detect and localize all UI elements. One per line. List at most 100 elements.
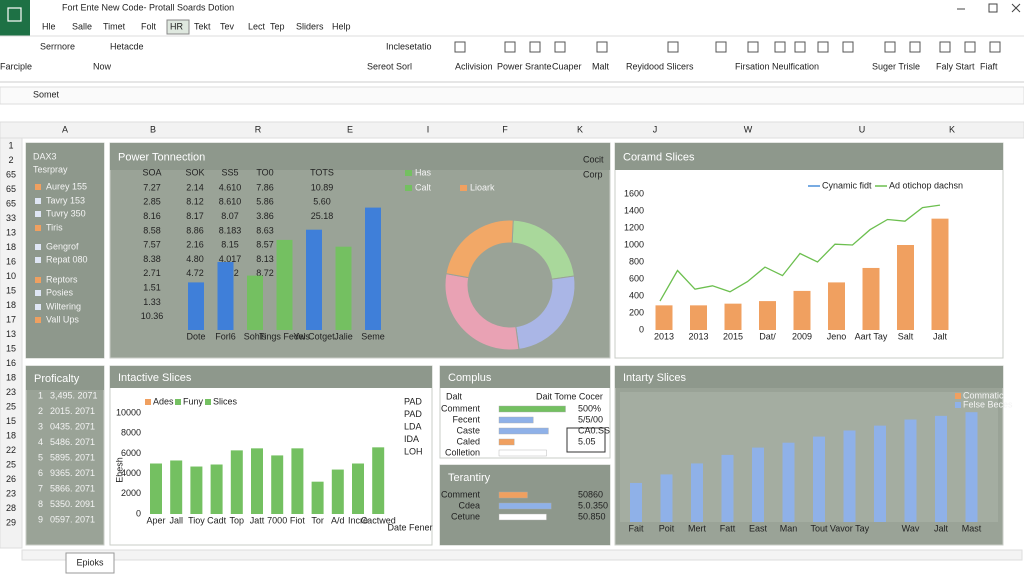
row-header[interactable]: 18	[6, 300, 16, 310]
ribbon-button[interactable]: Faly Start	[936, 61, 975, 71]
row-header[interactable]: 16	[6, 358, 16, 368]
menu-item[interactable]: Hle	[42, 21, 56, 31]
ribbon-icon[interactable]	[715, 41, 727, 53]
ribbon-icon[interactable]	[939, 41, 951, 53]
filter-checkbox[interactable]	[35, 211, 41, 217]
row-header[interactable]: 26	[6, 474, 16, 484]
filter-checkbox[interactable]	[35, 198, 41, 204]
ribbon-icon[interactable]	[909, 41, 921, 53]
ribbon-button[interactable]: Farciple	[0, 61, 32, 71]
row-header[interactable]: 10	[6, 271, 16, 281]
ribbon-icon[interactable]	[454, 41, 466, 53]
ribbon-label[interactable]: Inclesetatio	[386, 41, 432, 51]
scrollbar[interactable]	[21, 549, 1023, 561]
row-header[interactable]: 15	[6, 343, 16, 353]
filter-item[interactable]: Tavry 153	[46, 195, 85, 205]
ribbon-icon[interactable]	[504, 41, 516, 53]
filter-item[interactable]: Vall Ups	[46, 314, 79, 324]
menu-item[interactable]: Tev	[220, 21, 235, 31]
ribbon-icon[interactable]	[747, 41, 759, 53]
ribbon-icon[interactable]	[884, 41, 896, 53]
sheet-tab[interactable]	[65, 552, 115, 574]
ribbon-label[interactable]: Hetacde	[110, 41, 144, 51]
ribbon-button[interactable]: Sereot Sorl	[367, 61, 412, 71]
menu-item[interactable]: Folt	[141, 21, 157, 31]
row-header[interactable]: 1	[8, 140, 13, 150]
row-header[interactable]: 25	[6, 459, 16, 469]
filter-item[interactable]: Tiris	[46, 222, 63, 232]
row-header[interactable]: 28	[6, 503, 16, 513]
ribbon-button[interactable]: Suger Trisle	[872, 61, 920, 71]
row-header[interactable]: 65	[6, 169, 16, 179]
row-header[interactable]: 17	[6, 314, 16, 324]
ribbon-label[interactable]: Serrnore	[40, 41, 75, 51]
ribbon-icon[interactable]	[964, 41, 976, 53]
row-header[interactable]: 33	[6, 213, 16, 223]
filter-checkbox[interactable]	[35, 304, 41, 310]
row-header[interactable]: 13	[6, 227, 16, 237]
row-header[interactable]: 2	[8, 155, 13, 165]
filter-item[interactable]: Gengrof	[46, 241, 79, 251]
menu-item[interactable]: Lect	[248, 21, 266, 31]
menu-item[interactable]: Tekt	[194, 21, 211, 31]
ribbon-icon[interactable]	[842, 41, 854, 53]
filter-checkbox[interactable]	[35, 290, 41, 296]
menu-item[interactable]: Tep	[270, 21, 285, 31]
ribbon-button[interactable]: Cuaper	[552, 61, 582, 71]
ribbon-icon[interactable]	[667, 41, 679, 53]
column-header[interactable]: K	[577, 124, 583, 134]
filter-item[interactable]: Tuvry 350	[46, 208, 86, 218]
ribbon-icon[interactable]	[817, 41, 829, 53]
maximize-button[interactable]	[988, 3, 998, 13]
ribbon-icon[interactable]	[596, 41, 608, 53]
column-header[interactable]: R	[255, 124, 262, 134]
filter-item[interactable]: Reptors	[46, 274, 78, 284]
ribbon-icon[interactable]	[529, 41, 541, 53]
formula-bar[interactable]	[0, 86, 1024, 105]
row-header[interactable]: 13	[6, 329, 16, 339]
ribbon-icon[interactable]	[554, 41, 566, 53]
ribbon-button[interactable]: Fiaft	[980, 61, 998, 71]
filter-item[interactable]: Repat 080	[46, 254, 88, 264]
row-header[interactable]: 65	[6, 198, 16, 208]
ribbon-button[interactable]: Firsation Neulfication	[735, 61, 819, 71]
filter-item[interactable]: Posies	[46, 287, 74, 297]
row-header[interactable]: 22	[6, 445, 16, 455]
menu-item[interactable]: HR	[170, 21, 183, 31]
row-header[interactable]: 15	[6, 285, 16, 295]
column-header[interactable]: W	[744, 124, 753, 134]
ribbon-icon[interactable]	[774, 41, 786, 53]
column-header[interactable]: K	[949, 124, 955, 134]
ribbon-icon[interactable]	[989, 41, 1001, 53]
row-header[interactable]: 16	[6, 256, 16, 266]
column-header[interactable]: I	[427, 124, 430, 134]
app-icon[interactable]	[0, 0, 30, 36]
row-header[interactable]: 18	[6, 372, 16, 382]
menu-item[interactable]: Sliders	[296, 21, 324, 31]
ribbon-button[interactable]: Power Srante	[497, 61, 552, 71]
column-header[interactable]: E	[347, 124, 353, 134]
ribbon-button[interactable]: Now	[93, 61, 112, 71]
filter-checkbox[interactable]	[35, 225, 41, 231]
ribbon-icon[interactable]	[794, 41, 806, 53]
close-button[interactable]	[1011, 3, 1021, 13]
menu-item[interactable]: Timet	[103, 21, 126, 31]
ribbon-button[interactable]: Reyidood Slicers	[626, 61, 694, 71]
row-header[interactable]: 29	[6, 517, 16, 527]
column-header[interactable]: B	[150, 124, 156, 134]
filter-checkbox[interactable]	[35, 257, 41, 263]
row-header[interactable]: 15	[6, 416, 16, 426]
column-header[interactable]: A	[62, 124, 68, 134]
row-header[interactable]: 23	[6, 387, 16, 397]
column-header[interactable]: U	[859, 124, 866, 134]
filter-item[interactable]: Aurey 155	[46, 181, 87, 191]
row-header[interactable]: 25	[6, 401, 16, 411]
filter-checkbox[interactable]	[35, 244, 41, 250]
sheet-tab-label[interactable]: Epioks	[76, 557, 104, 567]
column-header[interactable]: J	[653, 124, 658, 134]
row-header[interactable]: 18	[6, 242, 16, 252]
filter-checkbox[interactable]	[35, 277, 41, 283]
row-header[interactable]: 23	[6, 488, 16, 498]
row-header[interactable]: 18	[6, 430, 16, 440]
row-header[interactable]: 65	[6, 184, 16, 194]
